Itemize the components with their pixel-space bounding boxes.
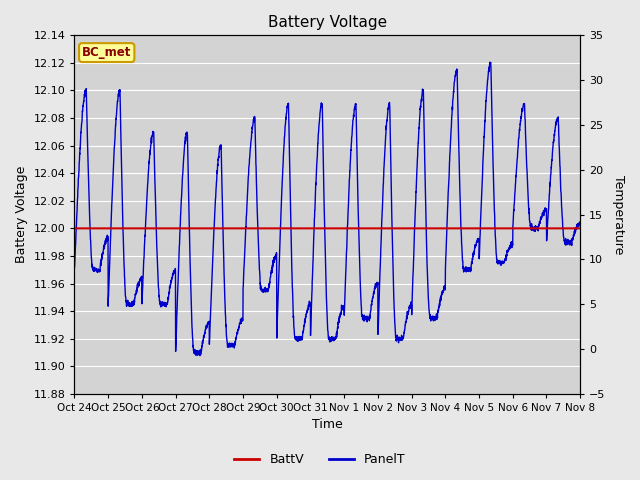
Y-axis label: Temperature: Temperature: [612, 175, 625, 254]
Legend: BattV, PanelT: BattV, PanelT: [229, 448, 411, 471]
Text: BC_met: BC_met: [82, 46, 131, 59]
Y-axis label: Battery Voltage: Battery Voltage: [15, 166, 28, 263]
Title: Battery Voltage: Battery Voltage: [268, 15, 387, 30]
X-axis label: Time: Time: [312, 419, 342, 432]
